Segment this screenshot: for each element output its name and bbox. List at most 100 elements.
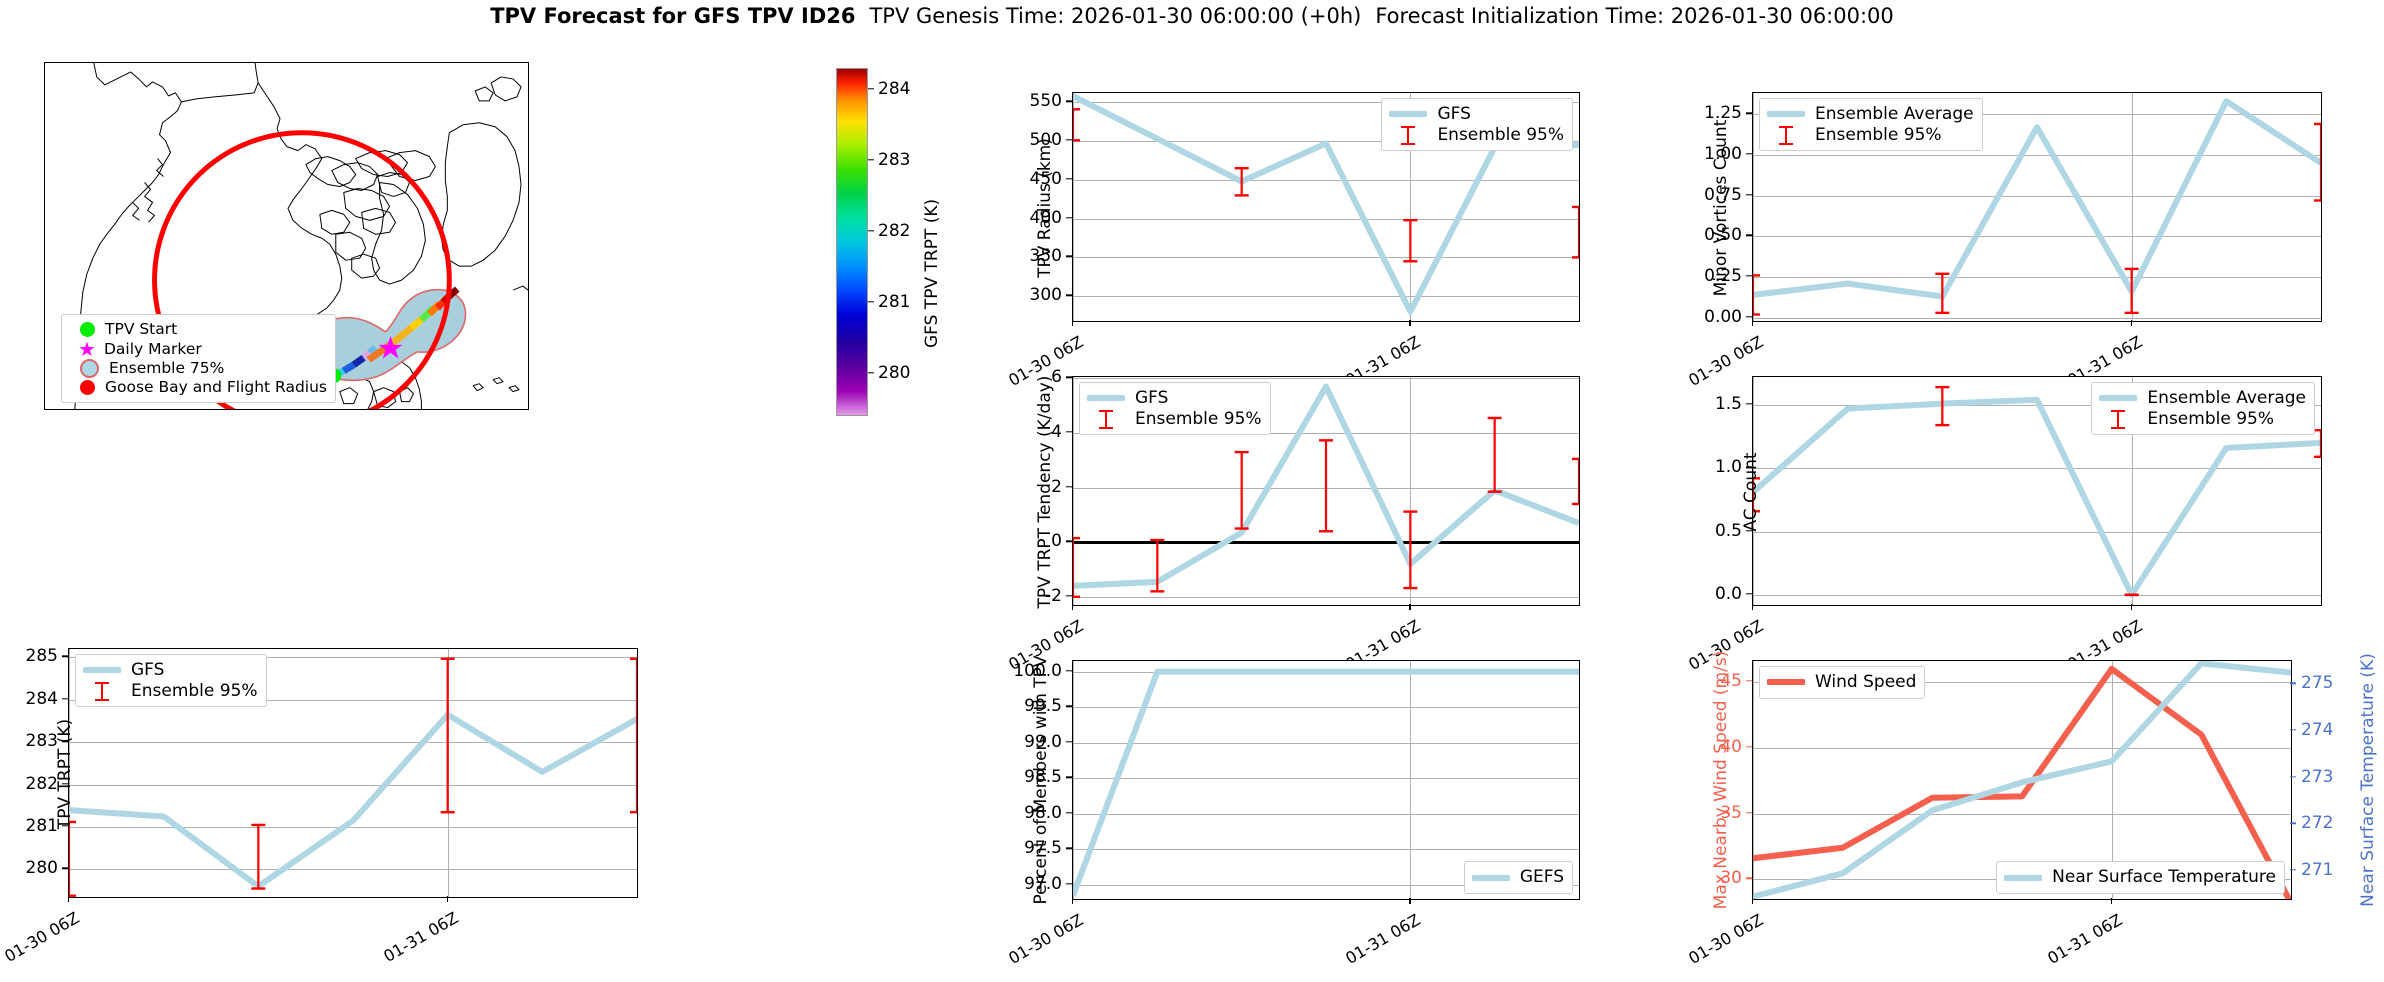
errorbar (1073, 108, 1080, 142)
y-right-tickmark (2290, 822, 2296, 825)
y-tick-label: 0.75 (1704, 184, 1742, 205)
legend-errorbar-icon (83, 681, 121, 701)
gridline (1073, 432, 1579, 434)
errorbar (1234, 450, 1249, 530)
flight-radius-circle (152, 130, 452, 409)
legend-item: GFS (1389, 104, 1564, 125)
y-tickmark (1746, 593, 1752, 595)
chart-percent-members: GEFS Percent of Members with TPV 97.0 97.… (1005, 655, 1580, 968)
gridline (1073, 742, 1579, 744)
series-line (1753, 665, 2291, 899)
chart-tpv-radius-axes[interactable]: GFS Ensemble 95% (1072, 92, 1580, 322)
legend-label: GFS (1135, 388, 1169, 408)
y-tick-label: 500 (1029, 130, 1062, 151)
y-right-tickmark (2290, 869, 2296, 871)
legend-line-icon (2004, 874, 2043, 881)
chart-ac-count-axes[interactable]: Ensemble Average Ensemble 95% (1752, 376, 2322, 606)
y-tickmark (1066, 376, 1072, 379)
legend-label: Ensemble 95% (131, 680, 258, 701)
x-tickmark (1409, 604, 1411, 610)
chart-tpv-trpt-axes[interactable]: GFS Ensemble 95% (68, 648, 638, 898)
y-tick-label: 280 (25, 858, 58, 879)
y-tickmark (1066, 812, 1072, 814)
map-legend-label-3: Goose Bay and Flight Radius (105, 378, 328, 397)
colorbar-tick-282: 282 (878, 221, 911, 241)
y-tickmark (1066, 669, 1072, 672)
map-legend-item-daily-marker: ★ Daily Marker (69, 339, 327, 359)
series-layer (69, 657, 637, 897)
legend-label: Wind Speed (1815, 672, 1917, 692)
chart-trpt-tendency-axes[interactable]: GFS Ensemble 95% (1072, 376, 1580, 606)
gridline (1753, 154, 2321, 156)
gridline (1073, 377, 1074, 605)
legend-label: GFS (131, 660, 165, 680)
errorbar (1572, 457, 1579, 506)
series-line (69, 711, 637, 890)
chart-tpv-trpt-ylabel: TPV TRPT (K) (55, 718, 75, 830)
legend-line-icon (1767, 111, 1805, 118)
gridline (1410, 377, 1412, 605)
legend-item: Ensemble Average (1767, 104, 1974, 125)
legend-item: Ensemble 95% (1389, 125, 1564, 146)
chart-legend-secondary: Near Surface Temperature (1996, 861, 2285, 894)
errorbar (1319, 439, 1333, 533)
chart-minor-vortices-axes[interactable]: Ensemble Average Ensemble 95% (1752, 92, 2322, 322)
series-layer (1753, 98, 2321, 316)
y-tick-label: 98.0 (1024, 802, 1062, 823)
legend-item: Near Surface Temperature (2004, 867, 2276, 888)
x-tickmark (1752, 320, 1754, 326)
legend-errorbar-icon (1767, 125, 1805, 145)
y-tick-label: 281 (25, 816, 58, 837)
x-tick-label: 01-31 06Z (379, 908, 462, 966)
chart-percent-members-axes[interactable]: GEFS (1072, 660, 1580, 900)
legend-line-icon (2099, 395, 2138, 402)
legend-item: Ensemble Average (2099, 388, 2306, 409)
x-tickmark (2130, 604, 2133, 610)
map-axes[interactable]: TPV Start ★ Daily Marker Ensemble 75% Go… (44, 62, 529, 410)
legend-label: Ensemble 95% (1135, 408, 1262, 429)
legend-item: Ensemble 95% (2099, 409, 2306, 430)
y-tickmark (1066, 847, 1072, 849)
y-tickmark (1746, 529, 1752, 532)
x-tickmark (1409, 320, 1411, 326)
y-tickmark (1746, 811, 1752, 814)
chart-wind-temp-axes[interactable]: Wind Speed Near Surface Temperature (1752, 660, 2292, 900)
map-legend-label-2: Ensemble 75% (109, 359, 225, 378)
y-tickmark (1746, 877, 1752, 879)
gridline (69, 869, 637, 871)
y-tickmark (62, 867, 68, 870)
y-tick-label: 97.5 (1024, 838, 1062, 859)
series-layer (1073, 383, 1579, 599)
gridline (1073, 257, 1579, 259)
x-tick-label: 01-31 06Z (2043, 910, 2126, 968)
y-tickmark (1066, 431, 1072, 433)
y-tickmark (1746, 316, 1752, 318)
errorbar (2314, 429, 2321, 459)
y-right-tick-label: 273 (2301, 766, 2334, 787)
errorbar (1753, 477, 1760, 513)
gridline (1410, 93, 1412, 321)
y-tick-label: 350 (1029, 246, 1062, 267)
gridline (69, 699, 637, 701)
y-tick-label: 300 (1029, 285, 1062, 306)
map-legend-item-ensemble75: Ensemble 75% (69, 359, 327, 379)
gridline (1073, 296, 1579, 298)
chart-legend: GFS Ensemble 95% (1381, 98, 1573, 152)
y-tickmark (1746, 153, 1752, 155)
series-layer (1073, 668, 1579, 897)
legend-line-icon (83, 667, 121, 674)
y-tick-label: 282 (25, 773, 58, 794)
gridline (69, 827, 637, 829)
y-tick-label: 1.5 (1714, 393, 1742, 414)
figure-title: TPV Forecast for GFS TPV ID26 TPV Genesis… (0, 4, 2384, 28)
chart-wind-temp: Wind Speed Near Surface Temperature Max N… (1685, 651, 2378, 968)
colorbar-panel: 284 283 282 281 280 GFS TPV TRPT (K) (836, 68, 966, 416)
y-tickmark (62, 698, 68, 700)
y-right-tick-label: 274 (2301, 720, 2334, 740)
colorbar-axis-label: GFS TPV TRPT (K) (922, 198, 942, 348)
legend-item: Wind Speed (1767, 672, 1916, 693)
y-tickmark (62, 740, 68, 742)
y-tick-label: 1.0 (1714, 457, 1742, 478)
gridline (1073, 102, 1579, 104)
